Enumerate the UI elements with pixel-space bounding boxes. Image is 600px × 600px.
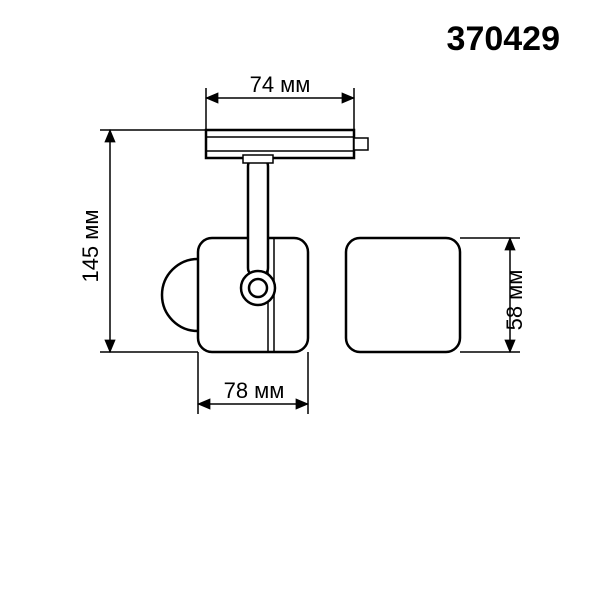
mount-bracket: [206, 130, 368, 158]
dimension-right-label: 58 мм: [502, 270, 527, 331]
dimension-bottom: 78 мм: [198, 352, 308, 414]
dimension-top: 74 мм: [206, 72, 354, 130]
part-number: 370429: [447, 20, 560, 58]
dimension-bottom-label: 78 мм: [224, 378, 285, 403]
lamp-back-arc: [162, 259, 198, 331]
dimension-left-label: 145 мм: [78, 209, 103, 282]
dimension-right: 58 мм: [460, 238, 527, 352]
lamp-head-front: [346, 238, 460, 352]
swivel-arm: [241, 155, 275, 305]
dimension-top-label: 74 мм: [250, 72, 311, 97]
